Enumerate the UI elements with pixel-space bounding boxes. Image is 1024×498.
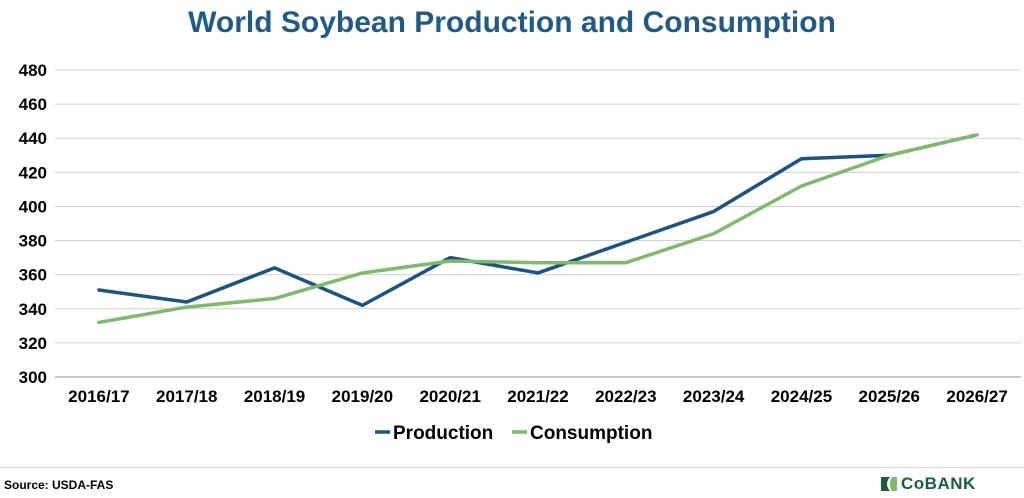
x-tick-label: 2021/22 <box>507 387 568 406</box>
gridlines <box>55 69 1021 378</box>
x-tick-label: 2017/18 <box>156 387 217 406</box>
series-line-consumption <box>97 133 979 325</box>
cobank-leaf-icon <box>881 477 897 491</box>
x-tick-label: 2018/19 <box>244 387 305 406</box>
series-line-production <box>97 153 892 308</box>
x-tick-label: 2024/25 <box>771 387 832 406</box>
x-tick-label: 2026/27 <box>946 387 1007 406</box>
chart-title: World Soybean Production and Consumption <box>188 6 836 39</box>
series-lines <box>97 133 979 325</box>
y-tick-label: 320 <box>19 334 47 353</box>
y-axis: 300 320 340 360 380 400 420 440 460 480 <box>19 61 47 387</box>
x-tick-label: 2016/17 <box>68 387 129 406</box>
y-tick-label: 360 <box>19 266 47 285</box>
footer-divider <box>0 467 1024 468</box>
source-note: Source: USDA-FAS <box>4 478 114 492</box>
y-tick-label: 340 <box>19 300 47 319</box>
cobank-logo: CoBANK <box>880 474 976 494</box>
y-tick-label: 420 <box>19 163 47 182</box>
x-axis: 2016/17 2017/18 2018/19 2019/20 2020/21 2021/… <box>68 387 1008 406</box>
x-tick-label: 2022/23 <box>595 387 656 406</box>
x-tick-label: 2019/20 <box>332 387 393 406</box>
y-tick-label: 460 <box>19 95 47 114</box>
y-tick-label: 440 <box>19 129 47 148</box>
logo-text: CoBANK <box>901 474 976 493</box>
legend-label-consumption: Consumption <box>530 423 652 444</box>
x-tick-label: 2023/24 <box>683 387 745 406</box>
x-tick-label: 2025/26 <box>859 387 920 406</box>
legend-label-production: Production <box>393 423 493 444</box>
y-tick-label: 400 <box>19 197 47 216</box>
y-tick-label: 300 <box>19 368 47 387</box>
y-tick-label: 480 <box>19 61 47 80</box>
legend: Production Consumption <box>375 423 652 444</box>
y-tick-label: 380 <box>19 232 47 251</box>
x-tick-label: 2020/21 <box>419 387 480 406</box>
